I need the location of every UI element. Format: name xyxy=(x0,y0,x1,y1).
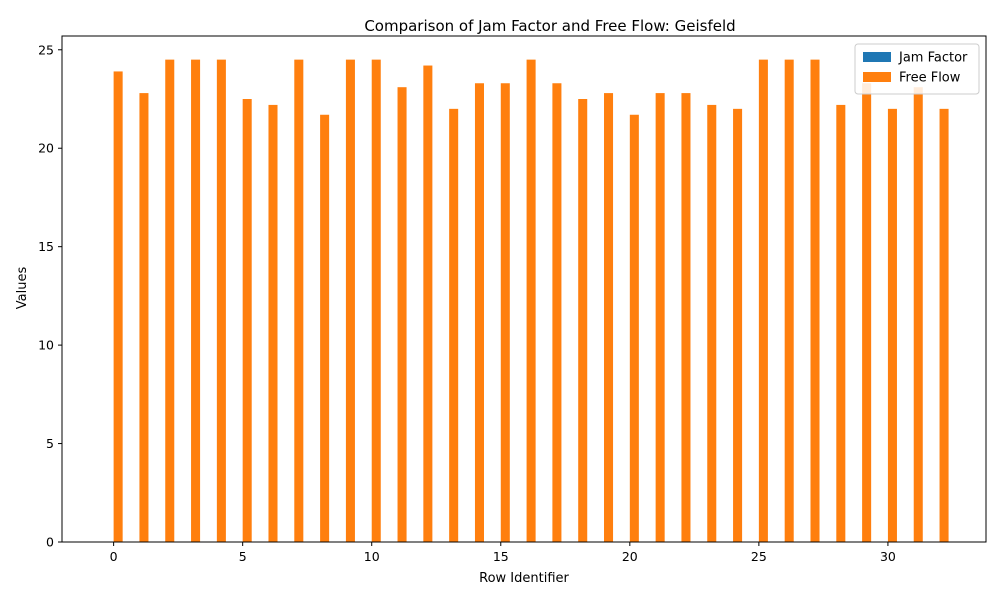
free-flow-bar-12 xyxy=(423,65,433,542)
x-tick-label: 25 xyxy=(751,549,767,564)
free-flow-bar-25 xyxy=(758,59,768,542)
x-axis-label: Row Identifier xyxy=(479,571,569,586)
chart-title: Comparison of Jam Factor and Free Flow: … xyxy=(364,17,735,35)
free-flow-bar-30 xyxy=(887,108,897,542)
free-flow-bar-7 xyxy=(294,59,304,542)
free-flow-bar-5 xyxy=(242,99,252,542)
legend-swatch-jam-factor xyxy=(863,52,891,62)
x-tick-label: 30 xyxy=(880,549,896,564)
free-flow-bar-19 xyxy=(604,93,614,542)
free-flow-bar-8 xyxy=(320,114,330,542)
free-flow-bar-31 xyxy=(913,87,923,542)
x-tick-label: 10 xyxy=(364,549,380,564)
free-flow-bar-28 xyxy=(836,104,846,542)
free-flow-bar-4 xyxy=(216,59,226,542)
y-tick-label: 5 xyxy=(46,436,54,451)
free-flow-bar-29 xyxy=(862,83,872,542)
plot-frame xyxy=(61,35,987,543)
free-flow-bar-13 xyxy=(449,108,459,542)
free-flow-bar-20 xyxy=(629,114,639,542)
legend-swatch-free-flow xyxy=(863,72,891,82)
legend-label-free-flow: Free Flow xyxy=(899,71,961,86)
y-tick-label: 25 xyxy=(38,42,54,57)
free-flow-bar-26 xyxy=(784,59,794,542)
x-tick-label: 20 xyxy=(622,549,638,564)
legend-label-jam-factor: Jam Factor xyxy=(898,51,968,66)
free-flow-bar-3 xyxy=(191,59,201,542)
free-flow-bar-1 xyxy=(139,93,149,542)
bars-layer xyxy=(113,59,949,542)
free-flow-bar-32 xyxy=(939,108,949,542)
legend: Jam Factor Free Flow xyxy=(854,43,980,95)
free-flow-bar-18 xyxy=(578,99,588,542)
free-flow-bar-22 xyxy=(681,93,691,542)
y-tick-label: 10 xyxy=(38,338,54,353)
free-flow-bar-10 xyxy=(371,59,381,542)
free-flow-bar-16 xyxy=(526,59,536,542)
y-tick-label: 15 xyxy=(38,239,54,254)
free-flow-bar-21 xyxy=(655,93,665,542)
y-axis-label: Values xyxy=(15,267,30,310)
free-flow-bar-6 xyxy=(268,104,278,542)
x-tick-label: 15 xyxy=(493,549,509,564)
free-flow-bar-24 xyxy=(733,108,743,542)
y-tick-label: 0 xyxy=(46,535,54,550)
free-flow-bar-0 xyxy=(113,71,123,542)
x-tick-label: 5 xyxy=(239,549,247,564)
free-flow-bar-11 xyxy=(397,87,407,542)
axes-layer: 0 5 10 15 20 25 30 0 5 10 15 20 25 xyxy=(38,35,987,564)
free-flow-bar-9 xyxy=(345,59,355,542)
free-flow-bar-14 xyxy=(474,83,484,542)
x-tick-label: 0 xyxy=(110,549,118,564)
free-flow-bar-2 xyxy=(165,59,175,542)
free-flow-bar-17 xyxy=(552,83,562,542)
y-tick-label: 20 xyxy=(38,141,54,156)
free-flow-bar-27 xyxy=(810,59,820,542)
free-flow-bar-15 xyxy=(500,83,510,542)
free-flow-bar-23 xyxy=(707,104,717,542)
